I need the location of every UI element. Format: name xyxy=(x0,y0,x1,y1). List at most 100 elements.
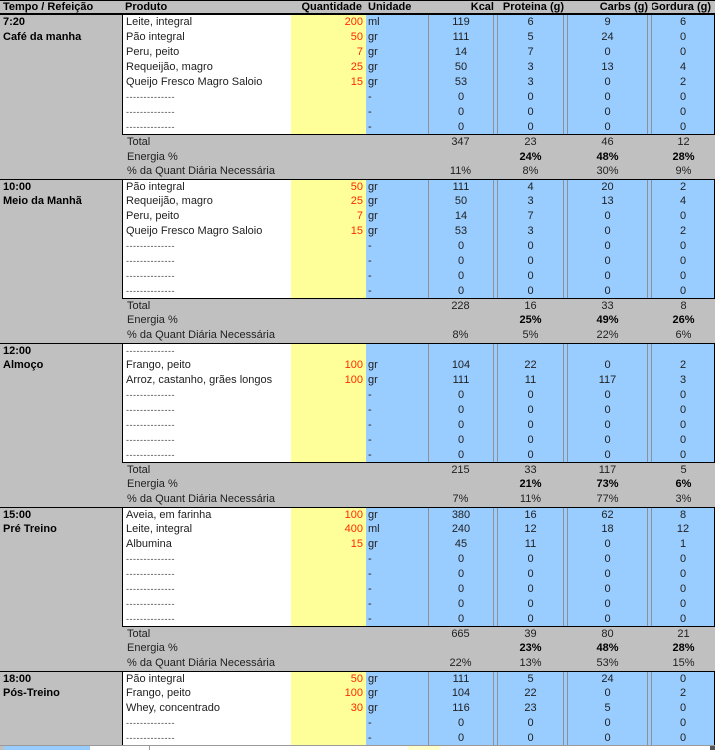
kcal-cell[interactable]: 0 xyxy=(428,119,493,135)
unit-cell[interactable]: - xyxy=(366,283,428,299)
fat-cell[interactable]: 0 xyxy=(652,119,715,135)
quantity-cell[interactable] xyxy=(291,283,366,299)
carbs-value[interactable]: 33 xyxy=(568,298,647,313)
fat-value[interactable]: 8 xyxy=(652,298,715,313)
energia-row-label[interactable]: Energia % xyxy=(127,478,178,491)
fat-cell[interactable]: 0 xyxy=(652,104,715,120)
fat-cell[interactable]: 6 xyxy=(652,14,715,30)
meal-time[interactable]: 15:00 xyxy=(0,507,122,522)
protein-cell[interactable]: 3 xyxy=(498,193,563,209)
carbs-cell[interactable]: 9 xyxy=(568,14,647,30)
quantity-cell[interactable] xyxy=(291,432,366,448)
kcal-cell[interactable]: 0 xyxy=(428,89,493,105)
fat-value[interactable]: 6% xyxy=(675,478,692,491)
produto-cell[interactable]: Frango, peito xyxy=(122,357,291,373)
energia-row-label[interactable]: Energia % xyxy=(127,314,178,327)
kcal-value[interactable] xyxy=(428,477,493,492)
produto-cell[interactable]: -------------- xyxy=(122,596,291,612)
kcal-cell[interactable]: 0 xyxy=(428,283,493,299)
fat-cell[interactable] xyxy=(652,343,715,358)
kcal-cell[interactable]: 0 xyxy=(428,715,493,731)
tempo-cell[interactable] xyxy=(0,89,122,105)
tempo-cell[interactable] xyxy=(0,626,122,641)
kcal-value[interactable]: 228 xyxy=(428,298,493,313)
protein-cell[interactable]: 0 xyxy=(498,447,563,463)
produto-cell[interactable]: -------------- xyxy=(122,447,291,463)
tempo-cell[interactable] xyxy=(0,44,122,60)
kcal-cell[interactable]: 104 xyxy=(428,357,493,373)
daily-row-label[interactable]: % da Quant Diária Necessária xyxy=(127,493,275,506)
produto-cell[interactable]: -------------- xyxy=(122,387,291,403)
quantity-cell[interactable]: 15 xyxy=(291,74,366,90)
fat-value[interactable]: 28% xyxy=(672,150,695,163)
energia-row-label[interactable]: Energia % xyxy=(127,150,178,163)
unit-cell[interactable]: gr xyxy=(366,700,428,716)
carbs-value[interactable]: 46 xyxy=(568,134,647,149)
protein-cell[interactable]: 11 xyxy=(498,536,563,552)
fat-cell[interactable]: 0 xyxy=(652,715,715,731)
protein-value[interactable]: 5% xyxy=(522,329,539,342)
kcal-cell[interactable]: 380 xyxy=(428,507,493,522)
carbs-cell[interactable]: 0 xyxy=(568,417,647,433)
carbs-cell[interactable]: 0 xyxy=(568,447,647,463)
fat-cell[interactable]: 0 xyxy=(652,417,715,433)
unit-cell[interactable]: gr xyxy=(366,193,428,209)
fat-cell[interactable]: 8 xyxy=(652,507,715,522)
kcal-cell[interactable]: 50 xyxy=(428,193,493,209)
protein-cell[interactable]: 0 xyxy=(498,387,563,403)
produto-cell[interactable]: -------------- xyxy=(122,402,291,418)
protein-cell[interactable]: 0 xyxy=(498,402,563,418)
unit-cell[interactable]: - xyxy=(366,551,428,567)
produto-cell[interactable]: -------------- xyxy=(122,238,291,254)
kcal-value[interactable] xyxy=(428,641,493,656)
protein-cell[interactable]: 3 xyxy=(498,59,563,75)
produto-cell[interactable]: -------------- xyxy=(122,566,291,582)
fat-cell[interactable]: 2 xyxy=(652,74,715,90)
unit-cell[interactable]: - xyxy=(366,566,428,582)
quantity-cell[interactable]: 15 xyxy=(291,223,366,239)
fat-cell[interactable]: 2 xyxy=(652,685,715,701)
carbs-cell[interactable] xyxy=(568,343,647,358)
carbs-cell[interactable]: 0 xyxy=(568,268,647,284)
fat-cell[interactable]: 0 xyxy=(652,447,715,463)
produto-cell[interactable]: Leite, integral xyxy=(122,521,291,537)
protein-cell[interactable]: 7 xyxy=(498,208,563,224)
carbs-cell[interactable]: 0 xyxy=(568,551,647,567)
kcal-cell[interactable]: 45 xyxy=(428,536,493,552)
fat-cell[interactable]: 0 xyxy=(652,208,715,224)
protein-cell[interactable]: 0 xyxy=(498,268,563,284)
carbs-value[interactable]: 117 xyxy=(568,462,647,477)
unit-cell[interactable]: - xyxy=(366,89,428,105)
tempo-cell[interactable] xyxy=(0,223,122,239)
energia-row-label[interactable]: Energia % xyxy=(127,642,178,655)
tempo-cell[interactable] xyxy=(0,536,122,552)
produto-cell[interactable]: Peru, peito xyxy=(122,208,291,224)
carbs-cell[interactable]: 0 xyxy=(568,432,647,448)
produto-cell[interactable]: -------------- xyxy=(122,253,291,269)
kcal-value[interactable] xyxy=(428,149,493,164)
kcal-cell[interactable]: 14 xyxy=(428,208,493,224)
quantity-cell[interactable]: 200 xyxy=(291,14,366,30)
unit-cell[interactable]: gr xyxy=(366,372,428,388)
quantity-cell[interactable] xyxy=(291,268,366,284)
header-kcal[interactable]: Kcal xyxy=(470,1,494,13)
unit-cell[interactable]: gr xyxy=(366,536,428,552)
carbs-cell[interactable]: 13 xyxy=(568,59,647,75)
quantity-cell[interactable] xyxy=(291,104,366,120)
quantity-cell[interactable]: 100 xyxy=(291,507,366,522)
unit-cell[interactable]: gr xyxy=(366,671,428,686)
carbs-cell[interactable]: 20 xyxy=(568,179,647,194)
protein-cell[interactable] xyxy=(498,343,563,358)
carbs-cell[interactable]: 0 xyxy=(568,581,647,597)
carbs-cell[interactable]: 18 xyxy=(568,521,647,537)
kcal-cell[interactable]: 0 xyxy=(428,387,493,403)
produto-cell[interactable]: -------------- xyxy=(122,730,291,746)
unit-cell[interactable]: gr xyxy=(366,179,428,194)
fat-value[interactable]: 3% xyxy=(675,493,692,506)
carbs-cell[interactable]: 0 xyxy=(568,536,647,552)
unit-cell[interactable]: - xyxy=(366,104,428,120)
quantity-cell[interactable]: 100 xyxy=(291,357,366,373)
unit-cell[interactable]: gr xyxy=(366,223,428,239)
kcal-cell[interactable]: 0 xyxy=(428,253,493,269)
protein-cell[interactable]: 0 xyxy=(498,417,563,433)
